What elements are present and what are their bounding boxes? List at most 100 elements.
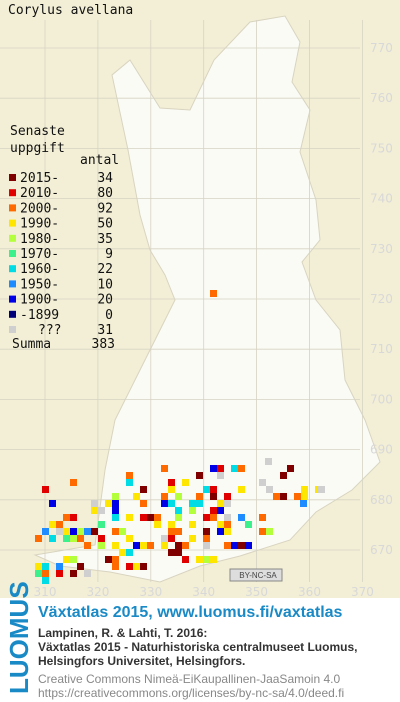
occurrence	[210, 486, 217, 493]
legend-count: 80	[97, 186, 113, 201]
legend-swatch	[9, 250, 16, 257]
occurrence	[77, 535, 84, 542]
occurrence	[238, 542, 245, 549]
occurrence	[154, 514, 161, 521]
occurrence	[168, 521, 175, 528]
occurrence	[168, 535, 175, 542]
occurrence	[70, 556, 77, 563]
occurrence	[70, 514, 77, 521]
grid-label: 340	[192, 585, 215, 599]
occurrence	[300, 500, 307, 507]
occurrence	[210, 556, 217, 563]
legend-total-label: Summa	[12, 337, 51, 352]
occurrence	[35, 563, 42, 570]
brand: LUOMUS	[4, 581, 34, 694]
occurrence	[126, 549, 133, 556]
legend-label: 1990-	[20, 217, 59, 232]
occurrence	[168, 479, 175, 486]
legend-label: 2015-	[20, 171, 59, 186]
grid-label: 710	[370, 342, 393, 356]
legend-count: 9	[105, 247, 113, 262]
occurrence	[238, 486, 245, 493]
grid-label: 730	[370, 242, 393, 256]
legend-label: 1900-	[20, 293, 59, 308]
citation: Lampinen, R. & Lahti, T. 2016:	[38, 626, 207, 640]
occurrence	[140, 500, 147, 507]
occurrence	[210, 514, 217, 521]
occurrence	[203, 542, 210, 549]
occurrence	[63, 535, 70, 542]
occurrence	[126, 472, 133, 479]
occurrence	[224, 514, 231, 521]
occurrence	[112, 507, 119, 514]
occurrence	[91, 500, 98, 507]
occurrence	[189, 521, 196, 528]
occurrence	[175, 542, 182, 549]
legend-swatch	[9, 265, 16, 273]
occurrence	[175, 514, 182, 521]
occurrence	[224, 500, 231, 507]
occurrence	[98, 535, 105, 542]
occurrence	[84, 570, 91, 577]
legend-count: 0	[105, 308, 113, 323]
occurrence	[70, 535, 77, 542]
occurrence	[49, 500, 56, 507]
occurrence	[189, 500, 196, 507]
site: Växtatlas 2015, www.luomus.fi/vaxtatlas	[38, 604, 343, 621]
occurrence	[259, 514, 266, 521]
occurrence	[238, 514, 245, 521]
occurrence	[273, 493, 280, 500]
occurrence	[42, 486, 49, 493]
occurrence	[63, 528, 70, 535]
occurrence	[182, 542, 189, 549]
occurrence	[112, 556, 119, 563]
occurrence	[231, 465, 238, 472]
legend-swatch	[9, 295, 16, 303]
occurrence	[294, 493, 301, 500]
occurrence	[245, 521, 252, 528]
legend-count: 22	[97, 262, 113, 277]
occurrence	[210, 493, 217, 500]
occurrence	[140, 563, 147, 570]
grid-label: 760	[370, 91, 393, 105]
legend-swatch	[9, 174, 16, 181]
occurrence	[175, 549, 182, 556]
occurrence	[259, 528, 266, 535]
occurrence	[210, 465, 217, 472]
occurrence	[161, 465, 168, 472]
occurrence	[210, 507, 217, 514]
occurrence	[217, 507, 224, 514]
occurrence	[70, 528, 77, 535]
occurrence	[203, 514, 210, 521]
occurrence	[161, 493, 168, 500]
occurrence	[119, 549, 126, 556]
occurrence	[42, 577, 49, 584]
occurrence	[42, 563, 49, 570]
legend-swatch	[9, 310, 16, 318]
license-url: https://creativecommons.org/licenses/by-…	[38, 686, 344, 700]
occurrence	[119, 528, 126, 535]
occurrence	[231, 542, 238, 549]
occurrence	[224, 542, 231, 549]
occurrence	[175, 507, 182, 514]
occurrence	[287, 465, 294, 472]
occurrence	[259, 479, 266, 486]
occurrence	[154, 521, 161, 528]
occurrence	[42, 528, 49, 535]
occurrence	[147, 514, 154, 521]
occurrence	[217, 500, 224, 507]
grid-label: 680	[370, 493, 393, 507]
occurrence	[98, 521, 105, 528]
legend-swatch	[9, 189, 16, 197]
legend-label: 1970-	[20, 247, 59, 262]
occurrence	[203, 528, 210, 535]
occurrence	[112, 563, 119, 570]
occurrence	[112, 528, 119, 535]
legend-count: 10	[97, 277, 113, 292]
legend-count: 92	[97, 201, 113, 216]
occurrence	[70, 479, 77, 486]
legend-label: ???	[38, 323, 61, 338]
occurrence	[77, 528, 84, 535]
occurrence	[133, 542, 140, 549]
occurrence	[168, 486, 175, 493]
